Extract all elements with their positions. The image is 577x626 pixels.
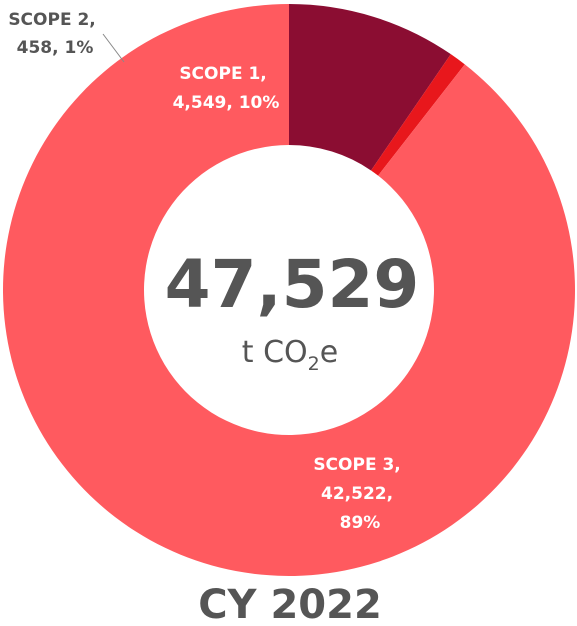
unit-subscript: 2 (308, 353, 320, 375)
scope-1-label-line1: SCOPE 1, (179, 64, 266, 84)
slice-scope-1 (289, 4, 451, 171)
scope-2-label-line1: SCOPE 2, (8, 10, 95, 30)
chart-title: CY 2022 (198, 582, 382, 626)
scope-2-label: SCOPE 2, 458, 1% (8, 10, 101, 58)
scope-3-label: SCOPE 3, 42,522, 89% (313, 455, 406, 533)
slice-scope-3 (2, 4, 575, 576)
unit-suffix: e (320, 335, 338, 370)
scope-3-label-line3: 89% (340, 513, 381, 533)
slice-scope-2 (371, 54, 465, 176)
scope-1-label: SCOPE 1, 4,549, 10% (173, 64, 280, 113)
total-emissions-value: 47,529 (165, 246, 420, 323)
total-emissions-unit: t CO2e (242, 335, 338, 375)
scope-1-label-line2: 4,549, 10% (173, 93, 280, 113)
scope-2-leader-line (102, 33, 125, 63)
scope-2-label-line2: 458, 1% (17, 38, 94, 58)
unit-prefix: t CO (242, 335, 308, 370)
scope-3-label-line1: SCOPE 3, (313, 455, 400, 475)
donut-slices (2, 4, 575, 576)
scope-3-label-line2: 42,522, (321, 484, 393, 504)
